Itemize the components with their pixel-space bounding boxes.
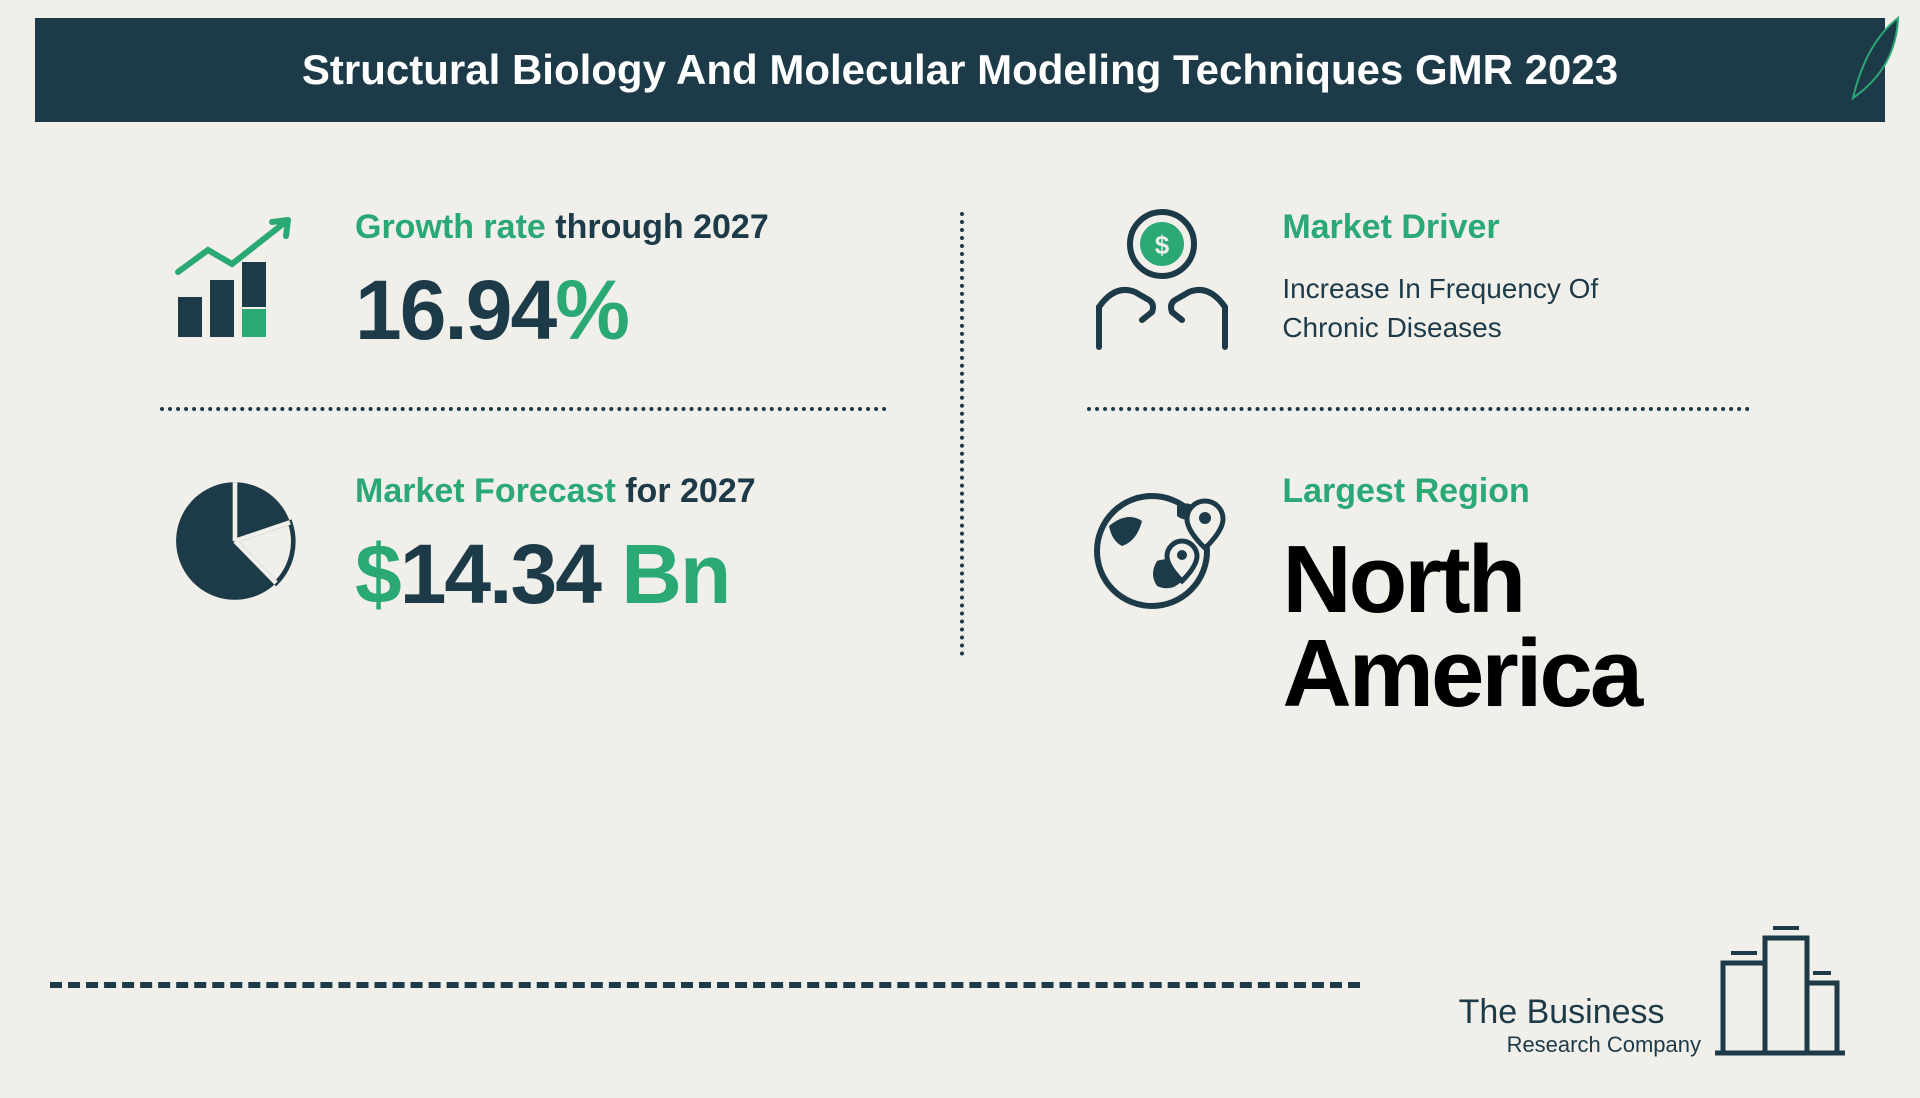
forecast-value-suffix: Bn [600,527,729,621]
market-driver-text: Market Driver Increase In Frequency Of C… [1282,202,1780,347]
left-horizontal-divider [160,407,887,411]
forecast-label: Market Forecast for 2027 [355,472,887,511]
logo-line2: Research Company [1459,1032,1701,1058]
region-value-line2: America [1282,620,1640,727]
market-driver-block: $ Market Driver Increase In Frequency Of… [1087,202,1780,352]
right-column: $ Market Driver Increase In Frequency Of… [967,202,1780,776]
forecast-label-highlight: Market Forecast [355,472,616,510]
region-label: Largest Region [1282,472,1780,511]
driver-label-text: Market Driver [1282,208,1499,246]
forecast-value-prefix: $ [355,527,400,621]
growth-label-suffix: through 2027 [546,208,769,246]
logo-line1: The Business [1459,993,1701,1032]
left-column: Growth rate through 2027 16.94% [160,202,967,776]
header-title: Structural Biology And Molecular Modelin… [302,46,1618,93]
hands-coin-icon: $ [1087,202,1237,352]
region-label-text: Largest Region [1282,472,1529,510]
driver-description: Increase In Frequency Of Chronic Disease… [1282,269,1702,347]
forecast-value-number: 14.34 [400,527,600,621]
globe-pins-icon [1087,466,1237,616]
header-bar: Structural Biology And Molecular Modelin… [35,18,1885,122]
growth-rate-label: Growth rate through 2027 [355,208,887,247]
footer-divider [50,982,1360,988]
svg-text:$: $ [1155,230,1170,260]
growth-value-number: 16.94 [355,263,555,357]
growth-rate-block: Growth rate through 2027 16.94% [160,202,887,352]
growth-chart-icon [160,202,310,352]
largest-region-block: Largest Region North America [1087,466,1780,721]
company-logo: The Business Research Company [1459,908,1845,1058]
largest-region-text: Largest Region North America [1282,466,1780,721]
growth-rate-text: Growth rate through 2027 16.94% [355,202,887,351]
right-horizontal-divider [1087,407,1750,411]
growth-rate-value: 16.94% [355,269,887,351]
content-grid: Growth rate through 2027 16.94% [0,122,1920,816]
leaf-accent-icon [1848,13,1903,108]
buildings-icon [1715,908,1845,1058]
growth-label-highlight: Growth rate [355,208,546,246]
driver-label: Market Driver [1282,208,1780,247]
region-value: North America [1282,533,1780,721]
logo-text: The Business Research Company [1459,993,1701,1058]
growth-value-suffix: % [555,263,628,357]
vertical-divider [960,212,964,656]
forecast-value: $14.34 Bn [355,533,887,615]
region-value-line1: North [1282,526,1523,633]
market-forecast-block: Market Forecast for 2027 $14.34 Bn [160,466,887,616]
pie-chart-icon [160,466,310,616]
market-forecast-text: Market Forecast for 2027 $14.34 Bn [355,466,887,615]
forecast-label-suffix: for 2027 [616,472,756,510]
